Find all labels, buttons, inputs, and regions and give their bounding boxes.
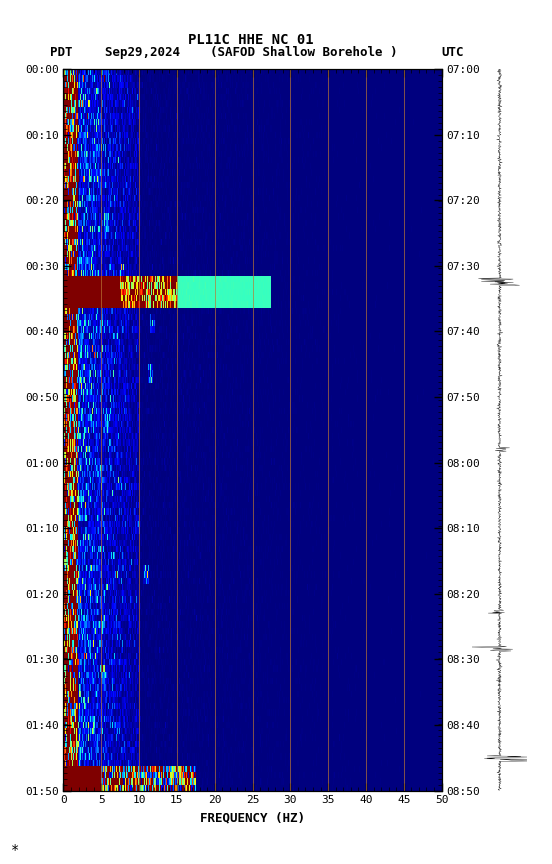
Text: PDT: PDT (50, 46, 72, 59)
Text: Sep29,2024    (SAFOD Shallow Borehole ): Sep29,2024 (SAFOD Shallow Borehole ) (105, 46, 397, 59)
Text: UTC: UTC (442, 46, 464, 59)
Text: *: * (11, 842, 19, 856)
Text: PL11C HHE NC 01: PL11C HHE NC 01 (188, 33, 314, 47)
X-axis label: FREQUENCY (HZ): FREQUENCY (HZ) (200, 811, 305, 824)
